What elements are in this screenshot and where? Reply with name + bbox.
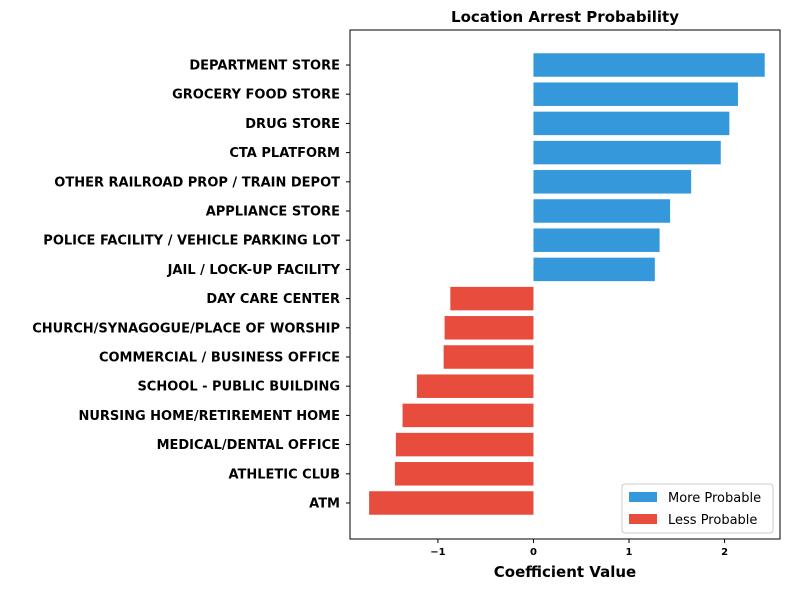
bar-police-facility-vehicle-parking-lot <box>533 228 660 252</box>
bar-jail-lock-up-facility <box>533 257 655 282</box>
x-tick-label: 0 <box>530 547 537 558</box>
category-label-appliance-store: APPLIANCE STORE <box>206 205 340 220</box>
bar-department-store <box>533 53 765 77</box>
bar-school-public-building <box>416 374 534 398</box>
category-label-commercial-business-office: COMMERCIAL / BUSINESS OFFICE <box>99 351 340 366</box>
category-label-day-care-center: DAY CARE CENTER <box>206 292 340 307</box>
category-label-other-railroad-prop-train-depot: OTHER RAILROAD PROP / TRAIN DEPOT <box>54 175 340 190</box>
category-label-medical-dental-office: MEDICAL/DENTAL OFFICE <box>157 438 340 453</box>
bar-athletic-club <box>394 462 534 486</box>
category-label-school-public-building: SCHOOL - PUBLIC BUILDING <box>137 380 340 395</box>
bar-nursing-home-retirement-home <box>402 403 534 428</box>
category-labels: DEPARTMENT STORE GROCERY FOOD STORE DRUG S… <box>32 59 350 512</box>
bar-medical-dental-office <box>395 432 534 457</box>
legend-label-less-probable: Less Probable <box>668 513 757 528</box>
legend-swatch-more-probable <box>629 492 657 502</box>
bar-appliance-store <box>533 199 671 223</box>
bar-other-railroad-prop-train-depot <box>533 170 692 194</box>
legend-swatch-less-probable <box>629 514 657 524</box>
bar-day-care-center <box>450 286 534 311</box>
x-axis-ticks: −1 0 1 2 <box>430 539 728 558</box>
category-label-athletic-club: ATHLETIC CLUB <box>228 467 340 482</box>
bar-church-synagogue-place-of-worship <box>444 316 534 340</box>
bar-atm <box>369 491 534 515</box>
category-label-department-store: DEPARTMENT STORE <box>189 59 340 74</box>
category-label-church-synagogue-place-of-worship: CHURCH/SYNAGOGUE/PLACE OF WORSHIP <box>32 321 340 336</box>
category-label-police-facility-vehicle-parking-lot: POLICE FACILITY / VEHICLE PARKING LOT <box>43 234 340 249</box>
bar-grocery-food-store <box>533 82 738 106</box>
category-label-jail-lock-up-facility: JAIL / LOCK-UP FACILITY <box>167 263 341 278</box>
category-label-drug-store: DRUG STORE <box>245 117 340 132</box>
x-tick-label: 2 <box>721 547 728 558</box>
legend: More Probable Less Probable <box>621 483 774 534</box>
bar-commercial-business-office <box>443 345 534 369</box>
category-label-cta-platform: CTA PLATFORM <box>229 146 340 161</box>
category-label-atm: ATM <box>309 497 340 512</box>
legend-box <box>621 483 774 534</box>
x-tick-label: 1 <box>626 547 633 558</box>
category-label-nursing-home-retirement-home: NURSING HOME/RETIREMENT HOME <box>78 409 340 424</box>
category-label-grocery-food-store: GROCERY FOOD STORE <box>172 88 340 103</box>
chart-title: Location Arrest Probability <box>451 8 679 26</box>
legend-label-more-probable: More Probable <box>668 491 761 506</box>
bars-layer <box>369 53 765 515</box>
plot-frame <box>349 29 781 540</box>
x-tick-label: −1 <box>430 547 445 558</box>
bar-drug-store <box>533 111 730 136</box>
bar-cta-platform <box>533 140 721 165</box>
x-axis-label: Coefficient Value <box>494 563 636 581</box>
